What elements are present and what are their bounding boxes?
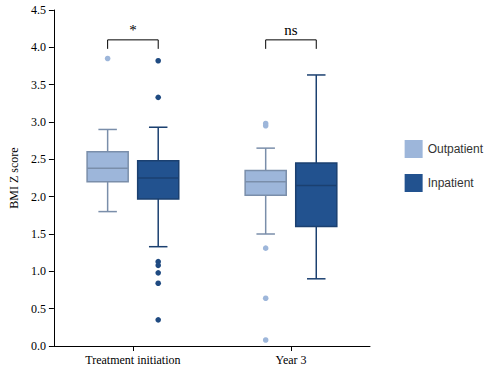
svg-text:3.5: 3.5 xyxy=(31,78,46,92)
svg-text:0.0: 0.0 xyxy=(31,339,46,353)
svg-text:4.5: 4.5 xyxy=(31,3,46,17)
svg-text:2.5: 2.5 xyxy=(31,152,46,166)
svg-text:2.0: 2.0 xyxy=(31,190,46,204)
svg-text:ns: ns xyxy=(284,22,298,38)
svg-text:0.5: 0.5 xyxy=(31,302,46,316)
svg-text:*: * xyxy=(129,22,137,38)
svg-text:Inpatient: Inpatient xyxy=(428,176,475,190)
svg-text:4.0: 4.0 xyxy=(31,40,46,54)
svg-text:1.0: 1.0 xyxy=(31,264,46,278)
svg-text:Year 3: Year 3 xyxy=(275,353,306,367)
svg-text:3.0: 3.0 xyxy=(31,115,46,129)
svg-text:BMI Z score: BMI Z score xyxy=(7,147,21,208)
svg-text:Treatment initiation: Treatment initiation xyxy=(85,353,180,367)
svg-text:1.5: 1.5 xyxy=(31,227,46,241)
svg-text:Outpatient: Outpatient xyxy=(428,142,484,156)
